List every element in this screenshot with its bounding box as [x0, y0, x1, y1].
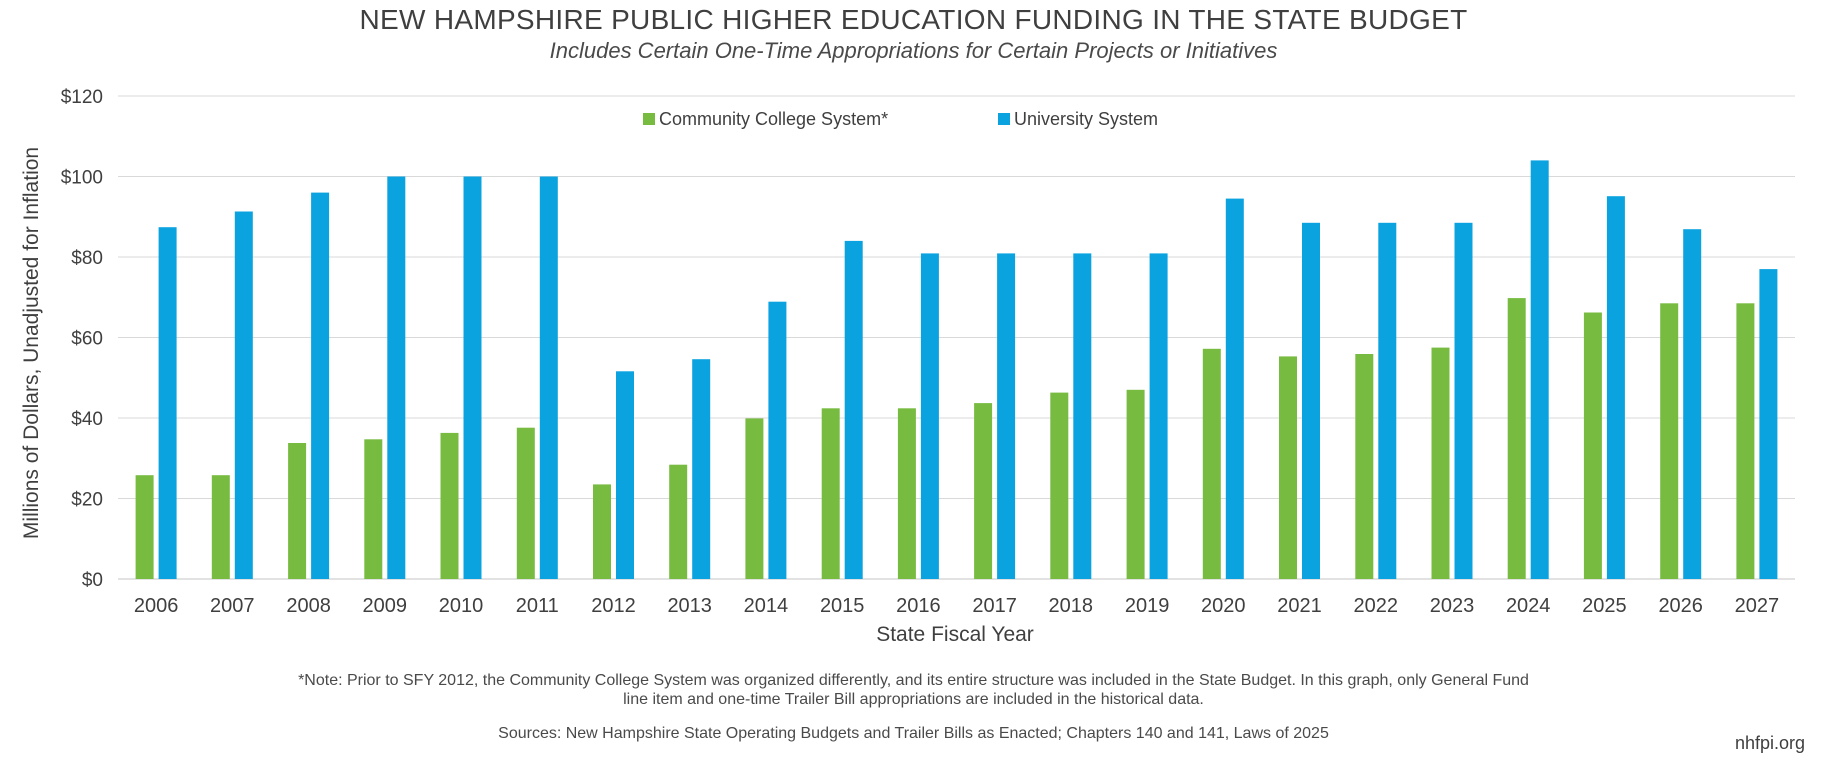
x-tick-label: 2022	[1354, 595, 1399, 617]
bar-community-college	[1126, 389, 1145, 579]
bar-community-college	[135, 475, 154, 579]
bar-university-system	[463, 176, 482, 579]
bar-community-college	[1050, 392, 1069, 579]
bar-university-system	[616, 371, 634, 579]
footnote-line-2: line item and one-time Trailer Bill appr…	[623, 691, 1204, 708]
bar-community-college	[211, 475, 230, 579]
legend-label: University System	[1014, 109, 1158, 129]
legend-swatch	[998, 113, 1010, 125]
bar-university-system	[1530, 160, 1549, 579]
y-tick-label: $120	[61, 87, 103, 108]
y-axis-ticks: $0 $20 $40 $60 $80 $100 $120	[61, 87, 103, 591]
bar-university-system	[1302, 222, 1320, 580]
legend-swatch	[643, 113, 655, 125]
y-tick-label: $80	[71, 248, 103, 269]
bar-community-college	[516, 427, 535, 579]
bar-university-system	[234, 211, 253, 579]
bar-university-system	[539, 176, 558, 579]
x-tick-label: 2012	[591, 595, 636, 617]
y-tick-label: $100	[61, 168, 103, 189]
x-tick-label: 2025	[1582, 595, 1627, 617]
bar-chart: $0$20$40$60$80$100$120 2006 2007 2008 2009 2…	[20, 87, 1795, 646]
x-tick-label: 2026	[1658, 595, 1703, 617]
bar-community-college	[288, 443, 307, 579]
bar-community-college	[1431, 347, 1450, 579]
bar-university-system	[311, 192, 330, 579]
chart-title: NEW HAMPSHIRE PUBLIC HIGHER EDUCATION FU…	[359, 4, 1468, 35]
x-tick-label: 2024	[1506, 595, 1551, 617]
y-tick-label: $20	[71, 490, 103, 511]
bar-university-system	[1606, 196, 1625, 579]
legend-label: Community College System*	[659, 109, 888, 129]
x-axis-ticks: 2006 2007 2008 2009 2010 2011 2012 2013 2014 2015…	[134, 595, 1779, 617]
bar-university-system	[692, 359, 711, 579]
y-tick-label: $60	[71, 329, 103, 350]
x-tick-label: 2011	[516, 595, 559, 617]
bar-community-college	[897, 408, 916, 579]
bar-community-college	[1660, 303, 1679, 579]
y-axis-label: Millions of Dollars, Unadjusted for Infl…	[20, 147, 43, 539]
y-tick-label: $40	[71, 409, 103, 430]
bar-community-college	[1202, 348, 1221, 579]
bar-community-college	[669, 464, 688, 579]
bar-university-system	[997, 253, 1016, 579]
bar-university-system	[920, 253, 939, 579]
bars	[135, 160, 1778, 580]
bar-university-system	[768, 301, 787, 579]
bar-community-college	[1583, 312, 1602, 579]
x-tick-label: 2013	[667, 595, 712, 617]
x-tick-label: 2027	[1735, 595, 1780, 617]
bar-university-system	[1683, 229, 1702, 579]
y-tick-label: $0	[82, 570, 103, 591]
x-tick-label: 2021	[1277, 595, 1322, 617]
bar-university-system	[1454, 222, 1473, 580]
x-tick-label: 2008	[286, 595, 331, 617]
x-axis-label: State Fiscal Year	[876, 623, 1034, 646]
bar-university-system	[158, 227, 177, 579]
bar-community-college	[974, 403, 993, 579]
chart-subtitle: Includes Certain One-Time Appropriations…	[549, 38, 1278, 63]
bar-community-college	[745, 418, 764, 579]
legend: Community College System* University Syst…	[643, 109, 1158, 129]
x-tick-label: 2018	[1049, 595, 1094, 617]
bar-university-system	[1378, 222, 1397, 580]
x-tick-label: 2010	[439, 595, 484, 617]
bar-university-system	[1149, 253, 1168, 579]
x-tick-label: 2019	[1125, 595, 1170, 617]
x-tick-label: 2007	[210, 595, 255, 617]
brand-logo-text: nhfpi.org	[1734, 733, 1805, 753]
bar-university-system	[844, 240, 863, 579]
bar-community-college	[593, 484, 611, 579]
bar-university-system	[387, 176, 406, 579]
bar-community-college	[1355, 354, 1374, 579]
bar-university-system	[1225, 198, 1244, 579]
footnote-line-1: *Note: Prior to SFY 2012, the Community …	[298, 672, 1529, 689]
x-tick-label: 2014	[744, 595, 789, 617]
bar-community-college	[364, 439, 383, 579]
bar-community-college	[821, 408, 840, 579]
x-tick-label: 2023	[1430, 595, 1475, 617]
x-tick-label: 2015	[820, 595, 865, 617]
bar-community-college	[1279, 356, 1297, 579]
x-tick-label: 2006	[134, 595, 179, 617]
bar-university-system	[1759, 269, 1778, 579]
bar-university-system	[1073, 253, 1092, 579]
x-tick-label: 2009	[363, 595, 408, 617]
x-tick-label: 2016	[896, 595, 941, 617]
bar-community-college	[440, 432, 459, 579]
x-tick-label: 2020	[1201, 595, 1246, 617]
x-tick-label: 2017	[972, 595, 1017, 617]
bar-community-college	[1736, 303, 1755, 579]
bar-community-college	[1507, 298, 1526, 579]
sources-note: Sources: New Hampshire State Operating B…	[498, 725, 1329, 742]
